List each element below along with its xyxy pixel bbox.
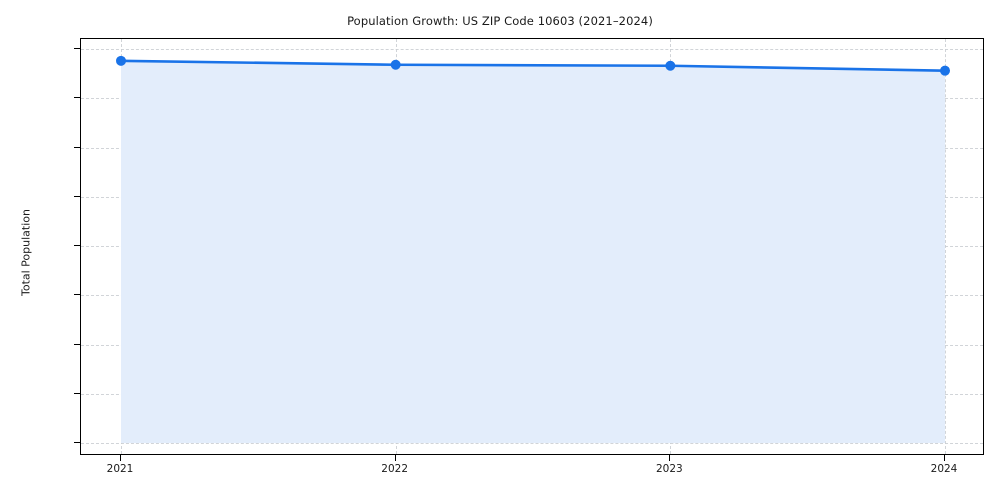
data-point-marker[interactable] [390,59,401,70]
y-axis-tick-mark [74,245,80,246]
data-point-marker[interactable] [116,55,126,66]
x-axis-tick-label: 2024 [930,463,958,475]
y-axis-tick-mark [74,97,80,99]
data-point-marker[interactable] [940,65,950,76]
data-point-marker[interactable] [665,60,676,71]
plot-area [80,38,984,455]
y-axis-tick-mark [74,195,80,197]
data-series-line [116,55,950,443]
y-axis-tick-mark [74,294,80,296]
y-axis-tick-mark [74,146,80,148]
y-axis-tick-mark [74,392,80,394]
y-axis-label: Total Population [19,209,33,296]
gridline-horizontal [81,443,983,444]
x-axis-tick-label: 2021 [106,463,134,475]
x-axis-tick-mark [669,455,671,461]
x-axis-tick-mark [120,455,121,461]
y-axis-tick-mark [74,48,80,49]
y-axis-tick-mark [74,343,80,345]
y-axis-tick-mark [74,442,80,443]
area-fill [121,60,945,443]
x-axis-tick-label: 2023 [655,463,683,475]
gridline-vertical [945,39,946,454]
x-axis-tick-mark [394,455,396,461]
gridline-horizontal [81,49,983,50]
x-axis-tick-label: 2022 [381,463,409,475]
x-axis-tick-mark [944,455,945,461]
series-line [119,59,947,72]
chart-title: Population Growth: US ZIP Code 10603 (20… [347,14,653,28]
